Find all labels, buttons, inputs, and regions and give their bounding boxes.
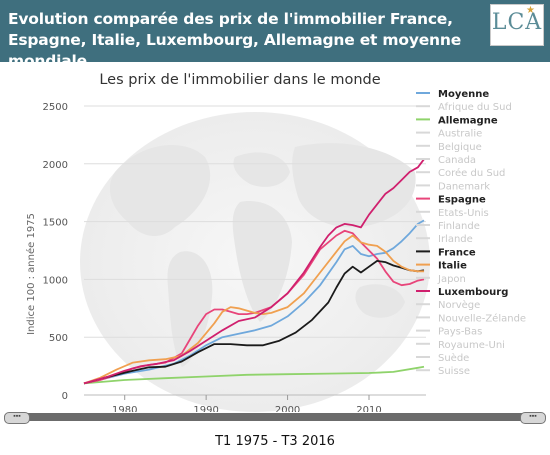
y-tick-label: 2000 xyxy=(43,160,68,171)
x-tick-label: 1980 xyxy=(112,405,137,412)
legend-label: Norvège xyxy=(438,299,480,311)
legend-item[interactable]: Japon xyxy=(416,274,466,285)
legend-item[interactable]: Moyenne xyxy=(416,89,489,100)
series-line-italie xyxy=(83,234,424,385)
legend-label: Moyenne xyxy=(438,89,489,100)
legend-item[interactable]: Belgique xyxy=(416,142,482,153)
period-label: T1 1975 - T3 2016 xyxy=(215,434,335,449)
lca-logo: ★ LCA xyxy=(490,4,544,46)
x-tick-label: 2010 xyxy=(356,405,381,412)
x-axis-ticks: 1980 1990 2000 2010 xyxy=(112,395,382,412)
series-line-allemagne xyxy=(83,365,425,385)
legend-item[interactable]: Afrique du Sud xyxy=(416,102,512,113)
legend-label: France xyxy=(438,247,476,258)
y-tick-label: 0 xyxy=(62,391,68,402)
legend-label: Allemagne xyxy=(438,115,498,126)
chart-area: 0 500 1000 1500 2000 2500 1980 1990 2000 2010 Mo… xyxy=(0,62,550,412)
x-tick-label: 1990 xyxy=(193,405,218,412)
legend-item[interactable]: Allemagne xyxy=(416,115,498,126)
legend-label: Corée du Sud xyxy=(438,167,505,179)
y-tick-label: 2500 xyxy=(43,102,68,113)
legend-item[interactable]: Espagne xyxy=(416,195,486,206)
legend-item[interactable]: France xyxy=(416,247,476,258)
legend-item[interactable]: Pays-Bas xyxy=(416,327,482,338)
legend-label: Finlande xyxy=(438,221,480,232)
range-navigator: ▪▪▪ ▪▪▪ T1 1975 - T3 2016 xyxy=(0,412,550,455)
star-icon: ★ xyxy=(526,5,535,16)
series-lines xyxy=(83,158,425,385)
legend-label: Belgique xyxy=(438,142,482,153)
legend-item[interactable]: Italie xyxy=(416,261,467,272)
y-tick-label: 1500 xyxy=(43,218,68,229)
legend-label: Danemark xyxy=(438,181,490,192)
header-banner: Evolution comparée des prix de l'immobil… xyxy=(0,0,550,70)
legend-item[interactable]: Suisse xyxy=(416,366,470,377)
legend: Moyenne Afrique du Sud Allemagne Australie B… xyxy=(416,89,526,377)
legend-item[interactable]: Royaume-Uni xyxy=(416,340,505,351)
legend-label: Afrique du Sud xyxy=(438,102,512,113)
range-handle-right[interactable]: ▪▪▪ xyxy=(520,412,546,424)
x-tick-label: 2000 xyxy=(275,405,300,412)
legend-label: Japon xyxy=(437,274,466,285)
legend-item[interactable]: Australie xyxy=(416,129,482,140)
y-axis-ticks: 0 500 1000 1500 2000 2500 xyxy=(43,102,68,402)
range-handle-left[interactable]: ▪▪▪ xyxy=(4,412,30,424)
range-scrollbar[interactable]: ▪▪▪ ▪▪▪ xyxy=(4,412,546,424)
legend-label: Luxembourg xyxy=(438,287,508,298)
legend-label: Australie xyxy=(438,129,482,140)
legend-label: Nouvelle-Zélande xyxy=(438,312,526,324)
price-chart: 0 500 1000 1500 2000 2500 1980 1990 2000 2010 Mo… xyxy=(25,72,526,412)
legend-item[interactable]: Norvège xyxy=(416,299,480,311)
chart-title: Les prix de l'immobilier dans le monde xyxy=(99,72,380,88)
legend-item[interactable]: Canada xyxy=(416,155,476,166)
legend-label: Pays-Bas xyxy=(438,327,482,338)
legend-item[interactable]: Suède xyxy=(416,352,469,364)
legend-item[interactable]: Nouvelle-Zélande xyxy=(416,312,526,324)
legend-label: Etats-Unis xyxy=(438,208,489,219)
legend-label: Suède xyxy=(438,352,469,364)
legend-label: Suisse xyxy=(438,366,470,377)
legend-item[interactable]: Corée du Sud xyxy=(416,167,505,179)
y-tick-label: 1000 xyxy=(43,275,68,286)
legend-item[interactable]: Danemark xyxy=(416,181,490,192)
series-line-luxembourg xyxy=(83,158,425,385)
legend-label: Espagne xyxy=(438,195,486,206)
legend-item[interactable]: Irlande xyxy=(416,234,473,245)
logo-text: LCA xyxy=(491,10,543,35)
y-tick-label: 500 xyxy=(49,333,68,344)
series-line-france xyxy=(83,260,425,385)
y-axis-label: Indice 100 : année 1975 xyxy=(25,213,37,335)
legend-label: Royaume-Uni xyxy=(438,340,505,351)
legend-label: Irlande xyxy=(438,234,473,245)
legend-label: Canada xyxy=(438,155,476,166)
legend-item[interactable]: Luxembourg xyxy=(416,287,508,298)
legend-item[interactable]: Finlande xyxy=(416,221,480,232)
legend-item[interactable]: Etats-Unis xyxy=(416,208,489,219)
grid-lines xyxy=(84,105,426,396)
legend-label: Italie xyxy=(438,261,467,272)
